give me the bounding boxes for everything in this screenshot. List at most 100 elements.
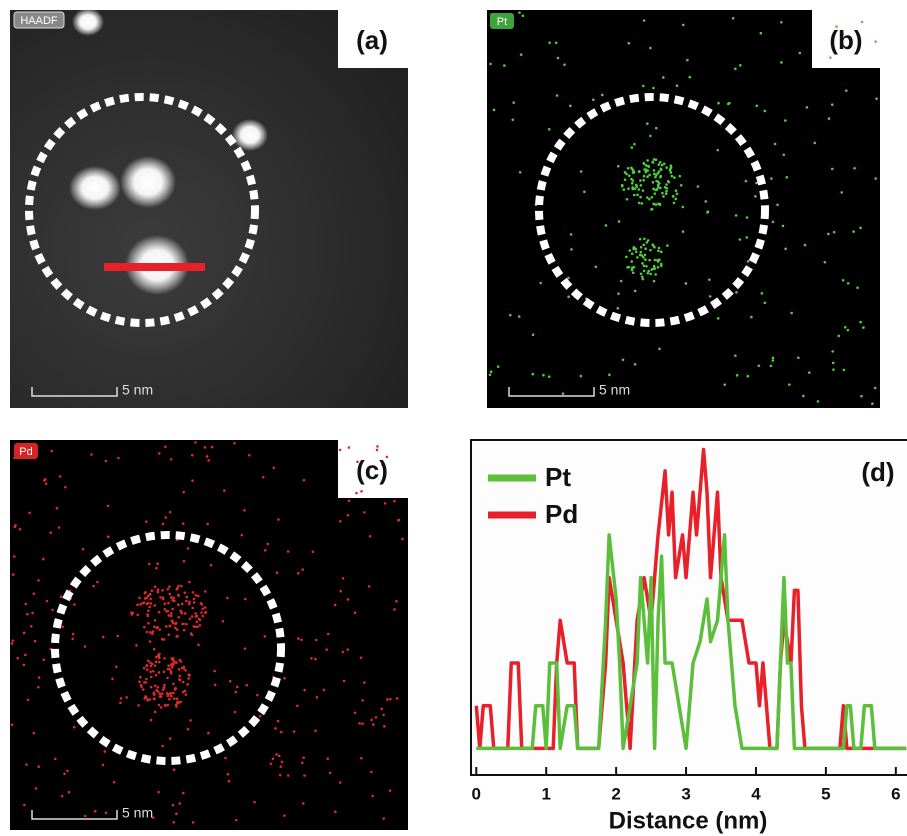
map-dot [205, 611, 208, 614]
map-dot [146, 668, 149, 671]
map-dot [136, 614, 139, 617]
map-dot [396, 697, 399, 700]
map-dot [567, 296, 570, 299]
map-dot [222, 620, 225, 623]
map-dot [233, 442, 236, 445]
map-dot [361, 723, 364, 726]
map-dot [193, 601, 196, 604]
map-dot [334, 604, 337, 607]
map-dot [717, 317, 720, 320]
map-dot [665, 190, 668, 193]
map-dot [50, 450, 53, 453]
map-dot [296, 704, 299, 707]
map-dot [303, 689, 306, 692]
map-dot [339, 449, 342, 452]
map-dot [678, 175, 681, 178]
map-dot [173, 697, 176, 700]
map-dot [632, 179, 635, 182]
map-dot [259, 715, 262, 718]
map-dot [33, 592, 36, 595]
map-dot [115, 666, 118, 669]
map-dot [175, 703, 178, 706]
map-dot [154, 711, 157, 714]
map-dot [648, 174, 651, 177]
map-dot [708, 278, 711, 281]
map-dot [627, 167, 630, 170]
map-dot [493, 109, 496, 112]
map-dot [641, 262, 644, 265]
map-dot [686, 59, 689, 62]
map-dot [784, 248, 787, 251]
map-dot [185, 596, 188, 599]
map-dot [262, 476, 265, 479]
map-dot [148, 698, 151, 701]
map-dot [808, 371, 811, 374]
map-dot [774, 143, 777, 146]
map-dot [158, 704, 161, 707]
map-dot [147, 660, 150, 663]
map-dot [776, 204, 779, 207]
map-dot [371, 795, 374, 798]
map-dot [206, 523, 209, 526]
map-dot [152, 670, 155, 673]
map-dot [643, 264, 646, 267]
map-dot [657, 250, 660, 253]
map-dot [182, 681, 185, 684]
map-dot [180, 660, 183, 663]
map-dot [763, 110, 766, 113]
map-dot [191, 479, 194, 482]
map-dot [173, 768, 176, 771]
map-dot [631, 266, 634, 269]
map-dot [195, 615, 198, 618]
map-dot [243, 509, 246, 512]
map-dot [814, 142, 817, 145]
map-dot [207, 732, 210, 735]
map-dot [489, 373, 492, 376]
map-dot [200, 602, 203, 605]
map-dot [143, 667, 146, 670]
map-dot [638, 170, 641, 173]
map-dot [859, 321, 862, 324]
map-dot [90, 453, 93, 456]
map-dot [643, 237, 646, 240]
map-dot [342, 577, 345, 580]
map-dot [831, 168, 834, 171]
map-dot [570, 248, 573, 251]
map-dot [279, 765, 282, 768]
map-dot [158, 611, 161, 614]
map-dot [172, 692, 175, 695]
map-dot [360, 490, 363, 493]
map-dot [161, 692, 164, 695]
map-dot [631, 168, 634, 171]
map-dot [617, 292, 620, 295]
map-dot [704, 200, 707, 203]
map-dot [780, 21, 783, 24]
map-dot [105, 460, 108, 463]
map-dot [764, 302, 767, 305]
map-dot [44, 478, 47, 481]
map-dot [161, 589, 164, 592]
map-dot [347, 598, 350, 601]
map-dot [631, 186, 634, 189]
map-dot [169, 625, 172, 628]
map-dot [663, 162, 666, 165]
map-dot [314, 730, 317, 733]
map-dot [360, 757, 363, 760]
map-dot [824, 261, 827, 264]
map-dot [66, 770, 69, 773]
map-dot [643, 270, 646, 273]
map-dot [633, 194, 636, 197]
x-tick-label: 5 [821, 784, 830, 803]
map-dot [187, 728, 190, 731]
map-dot [211, 446, 214, 449]
map-dot [192, 625, 195, 628]
map-dot [178, 802, 181, 805]
map-dot [146, 603, 149, 606]
map-dot [844, 326, 847, 329]
map-dot [370, 771, 373, 774]
map-dot [155, 689, 158, 692]
map-dot [680, 184, 683, 187]
map-dot [660, 263, 663, 266]
map-dot [649, 249, 652, 252]
scale-label: 5 nm [599, 382, 630, 398]
